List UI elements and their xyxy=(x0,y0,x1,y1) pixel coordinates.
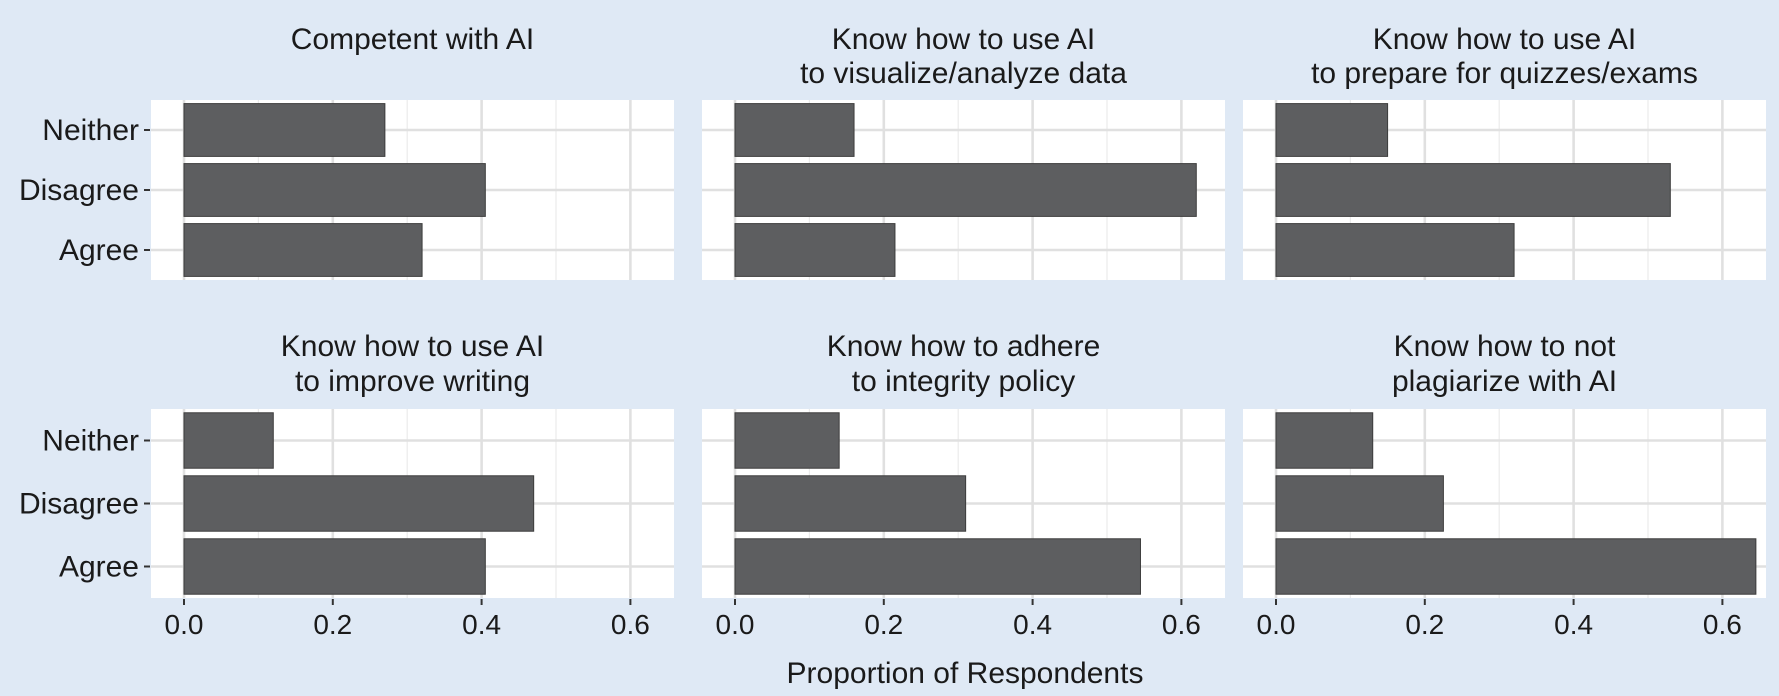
y-tick-label-agree: Agree xyxy=(59,551,139,584)
bar-neither xyxy=(1275,412,1374,469)
bar-disagree xyxy=(734,475,967,532)
bar-disagree xyxy=(183,163,486,217)
x-tick-label: 0.6 xyxy=(1162,609,1201,640)
bar-disagree xyxy=(183,475,535,532)
x-tick-label: 0.0 xyxy=(716,609,755,640)
y-tick-label-disagree: Disagree xyxy=(19,488,139,521)
panel-title: Know how to use AI xyxy=(281,330,545,363)
bar-disagree xyxy=(1275,475,1444,532)
x-tick-label: 0.2 xyxy=(313,609,352,640)
bar-neither xyxy=(183,412,274,469)
bar-neither xyxy=(1275,103,1389,157)
x-tick-label: 0.0 xyxy=(165,609,204,640)
y-tick-label-disagree: Disagree xyxy=(19,174,139,207)
panel-title: Know how to not xyxy=(1394,330,1616,363)
bar-agree xyxy=(1275,538,1757,595)
bar-agree xyxy=(183,538,486,595)
panel-title: to prepare for quizzes/exams xyxy=(1311,57,1698,90)
x-tick-label: 0.2 xyxy=(864,609,903,640)
y-tick-label-agree: Agree xyxy=(59,234,139,267)
bar-agree xyxy=(734,538,1141,595)
x-axis-title: Proportion of Respondents xyxy=(787,657,1144,690)
y-tick-label-neither: Neither xyxy=(42,425,139,458)
bar-agree xyxy=(183,223,423,277)
x-tick-label: 0.6 xyxy=(611,609,650,640)
bar-neither xyxy=(183,103,386,157)
panel-title: to visualize/analyze data xyxy=(800,57,1127,90)
panel-title: Competent with AI xyxy=(291,23,534,56)
facet-panel-1: Competent with AI Neither Disagree Agree xyxy=(19,23,674,280)
y-tick-label-neither: Neither xyxy=(42,114,139,147)
bar-disagree xyxy=(734,163,1197,217)
panel-title: to integrity policy xyxy=(852,365,1075,398)
x-tick-label: 0.0 xyxy=(1257,609,1296,640)
panel-title: to improve writing xyxy=(295,365,530,398)
panel-title: Know how to use AI xyxy=(1373,23,1637,56)
bar-neither xyxy=(734,103,855,157)
x-tick-label: 0.4 xyxy=(462,609,501,640)
panel-title: plagiarize with AI xyxy=(1392,365,1617,398)
x-tick-label: 0.4 xyxy=(1554,609,1593,640)
bar-neither xyxy=(734,412,840,469)
x-tick-label: 0.6 xyxy=(1703,609,1742,640)
x-tick-label: 0.4 xyxy=(1013,609,1052,640)
bar-agree xyxy=(1275,223,1515,277)
panel-title: Know how to use AI xyxy=(832,23,1096,56)
bar-agree xyxy=(734,223,896,277)
panel-title: Know how to adhere xyxy=(827,330,1101,363)
bar-disagree xyxy=(1275,163,1671,217)
x-tick-label: 0.2 xyxy=(1405,609,1444,640)
